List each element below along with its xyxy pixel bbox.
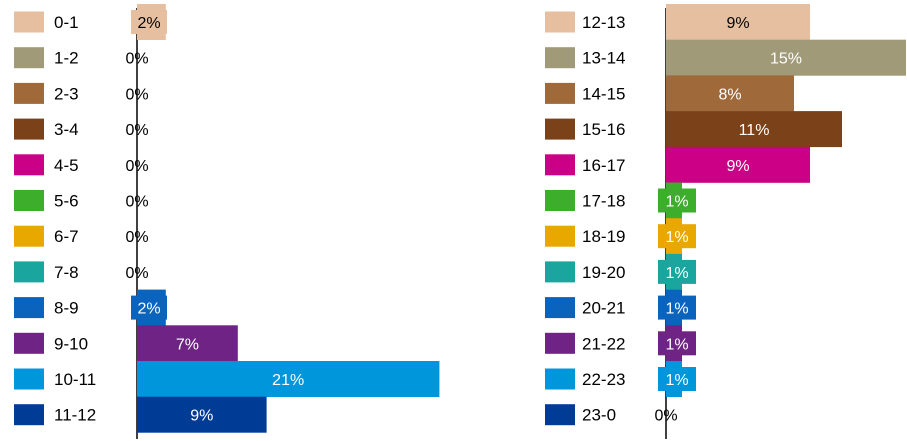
right-value-label-20-21: 1% — [665, 301, 688, 318]
left-value-label-10-11: 21% — [272, 372, 304, 389]
left-legend-label-5-6: 5-6 — [54, 192, 79, 211]
left-label-tag-0-1 — [131, 10, 167, 34]
right-value-label-15-16: 11% — [739, 122, 770, 139]
right-bar-16-17 — [666, 146, 810, 183]
right-legend-swatch-17-18 — [545, 190, 575, 211]
right-value-label-21-22: 1% — [665, 336, 688, 353]
right-legend-swatch-20-21 — [545, 297, 575, 319]
left-legend-swatch-4-5 — [14, 154, 44, 176]
left-value-label-9-10: 7% — [176, 336, 199, 353]
right-legend-swatch-13-14 — [545, 47, 575, 69]
right-value-label-18-19: 1% — [665, 229, 688, 246]
left-legend-label-4-5: 4-5 — [54, 156, 79, 175]
right-value-label-16-17: 9% — [726, 158, 749, 175]
right-legend-label-21-22: 21-22 — [582, 334, 625, 353]
left-legend-swatch-8-9 — [14, 297, 44, 319]
right-legend-swatch-18-19 — [545, 225, 575, 247]
left-legend-label-10-11: 10-11 — [54, 370, 96, 389]
right-legend-swatch-14-15 — [545, 82, 575, 104]
left-legend-label-11-12: 11-12 — [54, 406, 96, 425]
right-bars: 9% 15% 8% 11% 9% 1% 1% 1% 1% 1% 1% 0% — [654, 4, 906, 425]
left-value-label-0-1: 2% — [137, 15, 160, 32]
right-legend-swatch-22-23 — [545, 368, 575, 390]
left-legend-label-1-2: 1-2 — [54, 49, 79, 68]
right-label-tag-20-21 — [658, 295, 696, 320]
left-legend-label-9-10: 9-10 — [54, 334, 88, 353]
right-value-label-23-0: 0% — [654, 408, 677, 425]
right-legend-label-16-17: 16-17 — [582, 156, 625, 175]
left-legend-swatch-10-11 — [14, 368, 44, 390]
right-panel: 12-13 13-14 14-15 15-16 16-17 17-18 18-19 19-20… — [545, 4, 906, 439]
left-legend-label-3-4: 3-4 — [54, 120, 79, 139]
left-value-label-8-9: 2% — [137, 301, 160, 318]
right-legend-label-17-18: 17-18 — [582, 192, 625, 211]
right-legend-label-20-21: 20-21 — [582, 299, 625, 318]
right-legend-label-19-20: 19-20 — [582, 263, 625, 282]
right-legend-swatch-15-16 — [545, 118, 575, 140]
right-value-label-22-23: 1% — [665, 372, 688, 389]
left-legend-label-2-3: 2-3 — [54, 84, 79, 103]
left-legend-label-8-9: 8-9 — [54, 299, 79, 318]
left-value-label-2-3: 0% — [125, 86, 148, 103]
right-legend: 12-13 13-14 14-15 15-16 16-17 17-18 18-19 19-20… — [545, 11, 625, 426]
left-bar-9-10 — [137, 325, 238, 362]
right-bar-12-13 — [666, 4, 810, 40]
right-legend-label-12-13: 12-13 — [582, 13, 625, 32]
left-legend-swatch-6-7 — [14, 225, 44, 247]
left-bar-11-12 — [137, 396, 267, 433]
right-legend-swatch-12-13 — [545, 11, 575, 33]
left-bar-10-11 — [137, 361, 440, 397]
left-legend-swatch-5-6 — [14, 190, 44, 211]
left-legend-swatch-9-10 — [14, 332, 44, 354]
right-label-tag-17-18 — [658, 188, 696, 213]
left-value-label-6-7: 0% — [125, 229, 148, 246]
left-value-label-7-8: 0% — [125, 265, 148, 282]
left-legend-label-0-1: 0-1 — [54, 13, 79, 32]
right-label-tag-22-23 — [658, 367, 696, 391]
left-legend-swatch-2-3 — [14, 82, 44, 104]
left-value-label-11-12: 9% — [190, 408, 213, 425]
left-label-tag-8-9 — [131, 295, 167, 320]
right-legend-swatch-23-0 — [545, 404, 575, 426]
left-legend-swatch-11-12 — [14, 404, 44, 426]
left-legend-label-6-7: 6-7 — [54, 227, 79, 246]
left-value-label-5-6: 0% — [125, 194, 148, 211]
right-legend-label-14-15: 14-15 — [582, 84, 625, 103]
right-legend-label-18-19: 18-19 — [582, 227, 625, 246]
right-value-label-13-14: 15% — [770, 51, 802, 68]
left-legend-swatch-0-1 — [14, 11, 44, 33]
right-legend-swatch-16-17 — [545, 154, 575, 176]
left-legend-swatch-7-8 — [14, 261, 44, 283]
left-bars: 2% 0% 0% 0% 0% 0% 0% 0% 2% 7% 21% 9% — [125, 4, 440, 433]
left-panel: 0-1 1-2 2-3 3-4 4-5 5-6 6-7 7-8 8-9 9-10 10-11 11-1… — [14, 4, 440, 439]
right-value-label-14-15: 8% — [718, 86, 741, 103]
right-legend-swatch-21-22 — [545, 332, 575, 354]
right-legend-swatch-19-20 — [545, 261, 575, 283]
right-value-label-19-20: 1% — [665, 265, 688, 282]
left-legend-swatch-1-2 — [14, 47, 44, 69]
right-legend-label-23-0: 23-0 — [582, 406, 616, 425]
right-label-tag-19-20 — [658, 259, 696, 284]
right-legend-label-15-16: 15-16 — [582, 120, 625, 139]
left-legend: 0-1 1-2 2-3 3-4 4-5 5-6 6-7 7-8 8-9 9-10 10-11 11-1… — [14, 11, 96, 426]
right-bar-14-15 — [666, 75, 794, 112]
right-label-tag-18-19 — [658, 224, 696, 249]
right-legend-label-22-23: 22-23 — [582, 370, 625, 389]
right-value-label-12-13: 9% — [726, 15, 749, 32]
right-label-tag-21-22 — [658, 331, 696, 356]
left-value-label-1-2: 0% — [125, 51, 148, 68]
right-bar-15-16 — [666, 111, 842, 148]
right-bar-13-14 — [666, 39, 906, 76]
right-value-label-17-18: 1% — [665, 194, 688, 211]
left-value-label-3-4: 0% — [125, 122, 148, 139]
left-value-label-4-5: 0% — [125, 158, 148, 175]
left-legend-label-7-8: 7-8 — [54, 263, 79, 282]
left-legend-swatch-3-4 — [14, 118, 44, 140]
right-legend-label-13-14: 13-14 — [582, 49, 625, 68]
